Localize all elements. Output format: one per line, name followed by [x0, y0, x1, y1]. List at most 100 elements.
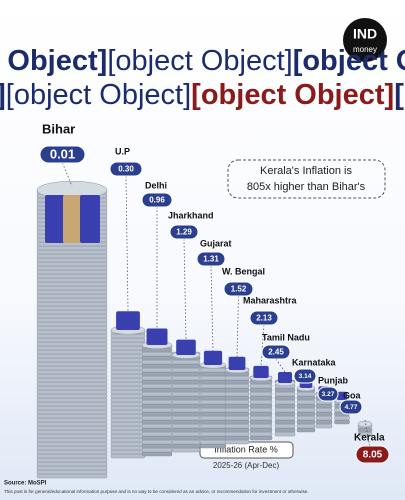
coin: [110, 377, 146, 383]
coin: [36, 245, 108, 251]
coin: [36, 373, 108, 379]
coin: [36, 361, 108, 367]
coin: [199, 435, 227, 441]
leader: [236, 295, 239, 357]
coin: [296, 415, 316, 421]
coin: [110, 433, 146, 439]
coin: [36, 337, 108, 343]
coin: [141, 351, 173, 357]
state-name: Karnataka: [292, 357, 337, 367]
coin: [224, 391, 250, 397]
coin: [315, 407, 333, 413]
coin: [110, 385, 146, 391]
coin: [36, 325, 108, 331]
coin: [141, 407, 173, 413]
coin: [36, 333, 108, 339]
coin: [36, 409, 108, 415]
coin: [224, 399, 250, 405]
coin: [36, 313, 108, 319]
coin: [36, 261, 108, 267]
coin: [199, 367, 227, 373]
coin: [224, 415, 250, 421]
coin: [36, 381, 108, 387]
coin: [274, 411, 296, 417]
title-line: [object Object][object Object][object Ob…: [0, 45, 405, 77]
coin: [199, 387, 227, 393]
callout-text: Kerala's Inflation is: [260, 165, 352, 177]
coin: [110, 345, 146, 351]
coin: [224, 427, 250, 433]
coin: [110, 393, 146, 399]
coin: [199, 423, 227, 429]
shopping-bag: [45, 195, 65, 243]
value-label: 4.77: [345, 404, 358, 411]
coin: [249, 399, 273, 405]
coin: [110, 353, 146, 359]
logo-text: IND: [353, 26, 377, 42]
coin: [141, 359, 173, 365]
coin: [36, 437, 108, 443]
coin: [36, 393, 108, 399]
value-pill: [169, 224, 199, 240]
coin: [36, 249, 108, 255]
callout-box: [227, 159, 386, 199]
coin: [274, 431, 296, 437]
coin: [315, 403, 333, 409]
coin: [141, 387, 173, 393]
coin: [274, 423, 296, 429]
coin: [110, 341, 146, 347]
coin: [171, 363, 201, 369]
coin: [141, 423, 173, 429]
state-name: Jharkhand: [168, 210, 214, 220]
shopping-bag: [253, 365, 269, 378]
coin: [36, 281, 108, 287]
coin: [110, 365, 146, 371]
coin: [141, 371, 173, 377]
coin: [296, 411, 316, 417]
coin: [36, 341, 108, 347]
coin: [171, 371, 201, 377]
coin: [249, 423, 273, 429]
value-label: 0.01: [50, 146, 75, 161]
coin: [141, 379, 173, 385]
coin: [199, 375, 227, 381]
coin: [141, 435, 173, 441]
legend-label: Inflation Rate %: [214, 444, 278, 454]
value-label: 3.27: [322, 391, 335, 398]
callout-text: 805x higher than Bihar's: [247, 181, 366, 193]
coin: [199, 383, 227, 389]
coin: [141, 355, 173, 361]
coin: [274, 403, 296, 409]
leader: [275, 358, 286, 373]
coin: [224, 383, 250, 389]
shopping-bag: [176, 339, 196, 355]
coin: [36, 449, 108, 455]
coin: [110, 441, 146, 447]
coin: [171, 439, 201, 445]
coin: [110, 429, 146, 435]
coin: [36, 269, 108, 275]
coin: [36, 353, 108, 359]
state-name: Gujarat: [200, 238, 232, 248]
coin: [224, 395, 250, 401]
coin: [274, 399, 296, 405]
state-name: W. Bengal: [222, 266, 265, 276]
coin: [296, 399, 316, 405]
coin: [274, 415, 296, 421]
coin: [36, 425, 108, 431]
coin: [110, 425, 146, 431]
title-part: [object Object]: [0, 79, 6, 111]
coin: [141, 427, 173, 433]
coin: [36, 417, 108, 423]
coin: [171, 359, 201, 365]
coin: [36, 277, 108, 283]
shopping-bag: [116, 311, 140, 330]
coin: [36, 285, 108, 291]
coin: [36, 309, 108, 315]
coin: [141, 375, 173, 381]
value-pill: [141, 192, 173, 208]
coin: [141, 415, 173, 421]
coin: [224, 423, 250, 429]
coin: [171, 423, 201, 429]
coin: [315, 423, 333, 429]
